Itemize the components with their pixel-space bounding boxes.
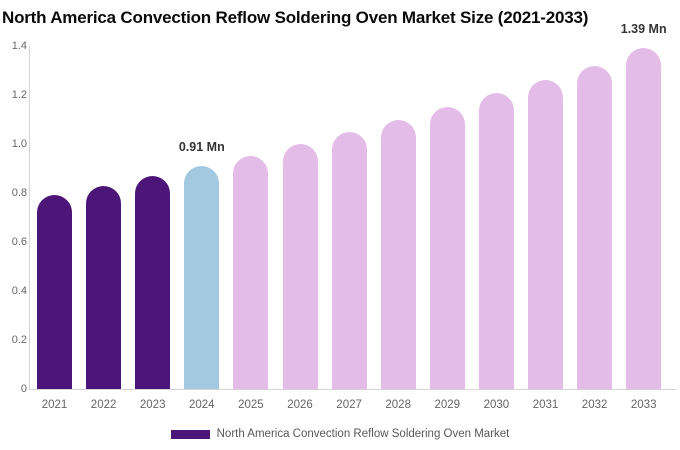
x-tick-2022: 2022 — [90, 399, 117, 411]
bar-2021[interactable] — [37, 195, 72, 389]
x-tick-2025: 2025 — [238, 399, 264, 411]
annotation-2033: 1.39 Mn — [620, 22, 667, 37]
x-axis-line — [29, 389, 676, 390]
legend-swatch — [170, 429, 210, 439]
bar-2023[interactable] — [135, 175, 171, 389]
bar-2022[interactable] — [86, 185, 122, 389]
bar-2027[interactable] — [331, 131, 367, 389]
x-tick-2033: 2033 — [630, 399, 657, 411]
y-tick-0.6: 0.6 — [11, 236, 27, 248]
y-tick-1.0: 1.0 — [11, 138, 27, 150]
x-tick-2030: 2030 — [483, 399, 510, 411]
bar-2033[interactable] — [626, 48, 662, 389]
x-tick-2021: 2021 — [41, 399, 68, 411]
bar-2028[interactable] — [380, 119, 416, 389]
bar-2026[interactable] — [282, 144, 318, 389]
bar-2029[interactable] — [429, 107, 465, 389]
legend-label: North America Convection Reflow Solderin… — [216, 428, 510, 440]
y-tick-0: 0 — [20, 383, 27, 395]
x-tick-2029: 2029 — [434, 399, 461, 411]
bar-2024[interactable] — [184, 166, 220, 389]
y-tick-0.8: 0.8 — [11, 187, 27, 199]
x-tick-2031: 2031 — [532, 399, 559, 411]
x-tick-2024: 2024 — [189, 399, 215, 411]
legend[interactable]: North America Convection Reflow Solderin… — [0, 426, 680, 442]
bar-2030[interactable] — [478, 92, 514, 389]
x-tick-2027: 2027 — [336, 399, 362, 411]
y-tick-0.2: 0.2 — [11, 334, 27, 346]
x-tick-2032: 2032 — [581, 399, 608, 411]
bar-2032[interactable] — [577, 65, 613, 389]
bar-2031[interactable] — [528, 80, 563, 389]
x-tick-2026: 2026 — [287, 399, 313, 411]
y-tick-1.4: 1.4 — [11, 40, 27, 52]
chart-title: North America Convection Reflow Solderin… — [2, 8, 589, 27]
annotation-2024: 0.91 Mn — [178, 140, 225, 155]
y-axis-line — [29, 46, 30, 389]
x-tick-2023: 2023 — [139, 399, 166, 411]
y-tick-1.2: 1.2 — [11, 89, 27, 101]
x-tick-2028: 2028 — [385, 399, 411, 411]
bar-2025[interactable] — [233, 156, 269, 389]
y-tick-0.4: 0.4 — [11, 285, 27, 297]
